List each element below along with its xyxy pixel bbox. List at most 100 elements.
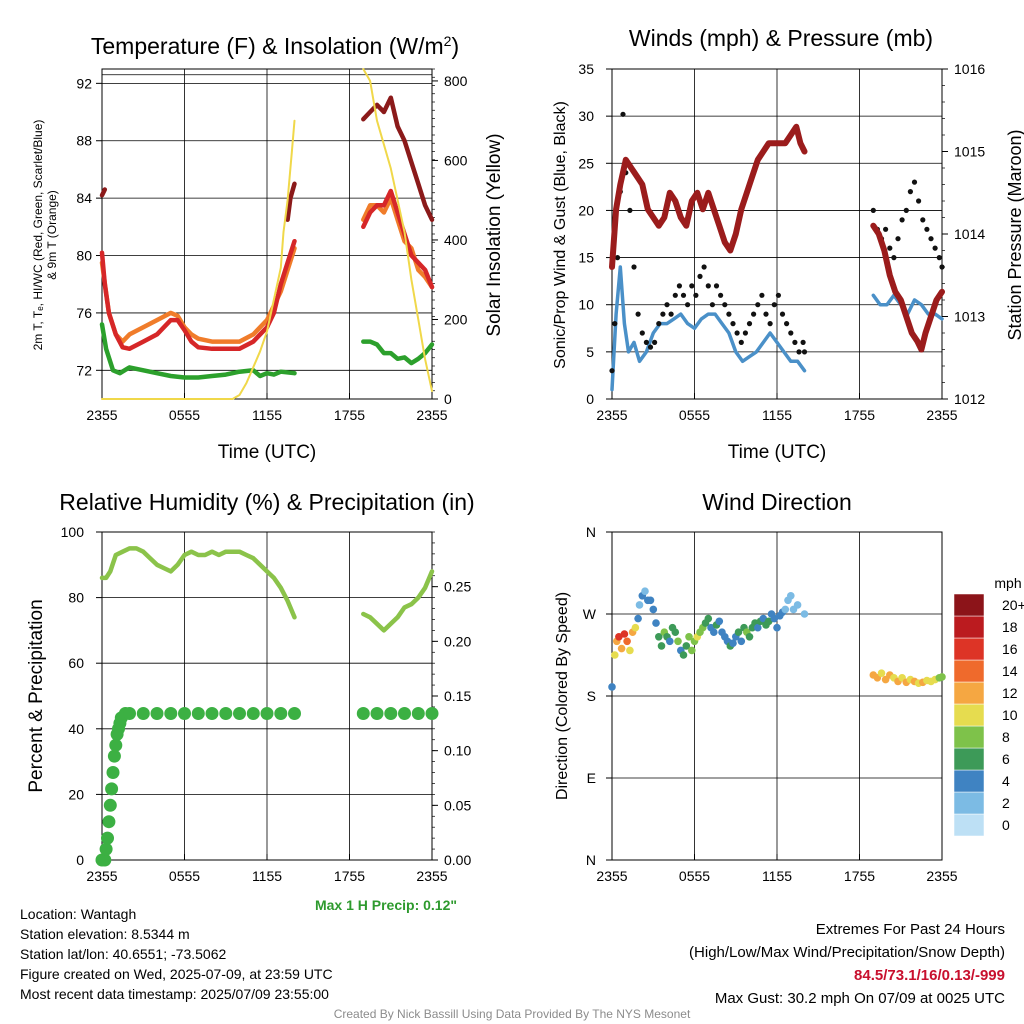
series-point [620, 111, 626, 117]
series-point [612, 321, 618, 327]
series-point [425, 707, 439, 720]
y-tick-label: 88 [76, 133, 92, 149]
series-line [101, 119, 296, 400]
location-text: Location: Wantagh [20, 906, 137, 922]
y-tick-label: 40 [68, 721, 84, 737]
direction-point [635, 601, 644, 609]
series-point [680, 292, 687, 298]
series-point [260, 707, 274, 720]
series-point [639, 330, 645, 336]
colorbar-swatch [953, 637, 985, 661]
y-tick-label: E [587, 770, 596, 786]
direction-point [657, 642, 666, 650]
y-tick-label: 20 [578, 202, 594, 218]
y-tick-label: 72 [76, 362, 92, 378]
chart-title: Wind Direction [702, 489, 852, 515]
y-tick-label: 80 [68, 590, 84, 606]
series-point [709, 302, 716, 308]
series-point [697, 273, 703, 279]
y2-axis-label: Station Pressure (Maroon) [1005, 129, 1024, 340]
extremes-info: Extremes For Past 24 Hours (High/Low/Max… [689, 918, 1005, 1010]
direction-point [634, 614, 642, 623]
series-point [726, 311, 732, 317]
y-tick-label: 92 [76, 75, 92, 91]
y-tick-label: 15 [578, 250, 594, 266]
series-point [136, 707, 150, 720]
series-point [643, 339, 650, 345]
x-tick-label: 1155 [762, 868, 792, 884]
series-line [361, 188, 435, 290]
series-point [705, 283, 711, 289]
series-point [689, 283, 695, 289]
x-axis-label: Time (UTC) [218, 442, 317, 463]
x-tick-label: 1755 [844, 407, 875, 423]
series-point [635, 311, 641, 317]
colorbar-swatch [953, 813, 985, 837]
series-point [109, 738, 123, 752]
series-point [911, 179, 918, 185]
series-point [693, 292, 699, 298]
credit-text: Created By Nick Bassill Using Data Provi… [333, 1007, 691, 1021]
x-tick-label: 0555 [679, 407, 710, 423]
title-end: ) [451, 33, 459, 59]
series-point [627, 207, 633, 213]
y-tick-label: 60 [68, 655, 84, 671]
series-point [631, 264, 637, 270]
direction-point [674, 637, 682, 646]
y2-tick-label: 400 [444, 232, 468, 248]
series-point [701, 264, 707, 270]
colorbar-swatch [953, 725, 985, 749]
series-line [99, 187, 108, 198]
direction-point [608, 683, 616, 691]
series-point [178, 707, 191, 720]
series-point [891, 255, 897, 261]
series-point [800, 339, 806, 345]
extremes-title: Extremes For Past 24 Hours [815, 921, 1005, 938]
x-tick-label: 1155 [762, 407, 792, 423]
series-point [738, 339, 744, 345]
recent-data-text: Most recent data timestamp: 2025/07/09 2… [20, 986, 329, 1002]
y2-tick-label: 0 [444, 391, 452, 407]
series-point [685, 302, 691, 308]
direction-point [682, 642, 691, 650]
direction-point [641, 587, 649, 595]
series-point [899, 217, 905, 223]
series-point [107, 749, 121, 763]
colorbar-label: 0 [1002, 817, 1010, 833]
colorbar-label: 16 [1002, 641, 1018, 657]
y2-axis-label: Solar Insolation (Yellow) [484, 133, 505, 336]
series-line [362, 68, 433, 392]
series-point [652, 339, 658, 345]
series-point [660, 311, 666, 317]
y-axis-label: Percent & Precipitation [26, 599, 47, 792]
series-point [730, 321, 736, 327]
colorbar-label: 4 [1002, 773, 1010, 789]
series-point [932, 245, 938, 251]
y2-tick-label: 800 [444, 73, 468, 89]
x-tick-label: 2355 [86, 868, 117, 884]
colorbar-swatch [953, 791, 985, 815]
series-point [288, 707, 301, 720]
series-point [656, 321, 662, 327]
colorbar-label: 14 [1002, 663, 1018, 679]
series-line [609, 123, 808, 270]
direction-point [773, 623, 781, 632]
direction-point [781, 605, 790, 614]
series-point [767, 321, 773, 327]
colorbar-swatch [953, 593, 985, 617]
series-point [920, 217, 926, 223]
series-point [103, 798, 117, 812]
series-point [647, 344, 654, 350]
series-point [274, 707, 288, 720]
y2-tick-label: 0.25 [444, 579, 471, 595]
series-line [99, 546, 297, 620]
y2-tick-label: 1012 [954, 391, 985, 407]
direction-point [620, 630, 629, 638]
y2-tick-label: 0.05 [444, 797, 471, 813]
y2-tick-label: 600 [444, 152, 468, 168]
series-point [742, 330, 749, 336]
series-point [233, 707, 246, 720]
precip-annotation: Max 1 H Precip: 0.12" [315, 897, 457, 913]
series-line [99, 322, 297, 380]
x-tick-label: 2355 [596, 868, 627, 884]
